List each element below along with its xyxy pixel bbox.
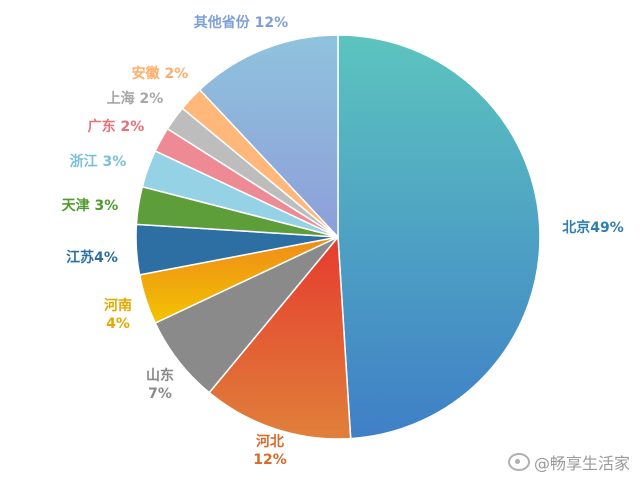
- weibo-logo-icon: [507, 453, 530, 471]
- slice-label-2: 山东 7%: [146, 367, 174, 402]
- pie-slice-1: [208, 235, 352, 440]
- slice-label-5: 天津 3%: [62, 197, 119, 214]
- slice-label-10: 其他省份 12%: [194, 14, 288, 31]
- slice-label-8: 上海 2%: [107, 90, 164, 107]
- slice-label-3: 河南 4%: [104, 297, 132, 332]
- slice-label-6: 浙江 3%: [70, 153, 127, 170]
- slice-label-1: 河北 12%: [253, 433, 287, 468]
- slice-label-7: 广东 2%: [88, 118, 145, 135]
- pie-slice-10: [198, 34, 339, 239]
- watermark: @畅享生活家: [507, 450, 630, 474]
- pie-slice-0: [337, 34, 541, 440]
- watermark-text: @畅享生活家: [533, 454, 630, 473]
- slice-label-0: 北京49%: [562, 219, 624, 236]
- slice-label-4: 江苏4%: [66, 249, 118, 266]
- slice-label-9: 安徽 2%: [132, 65, 189, 82]
